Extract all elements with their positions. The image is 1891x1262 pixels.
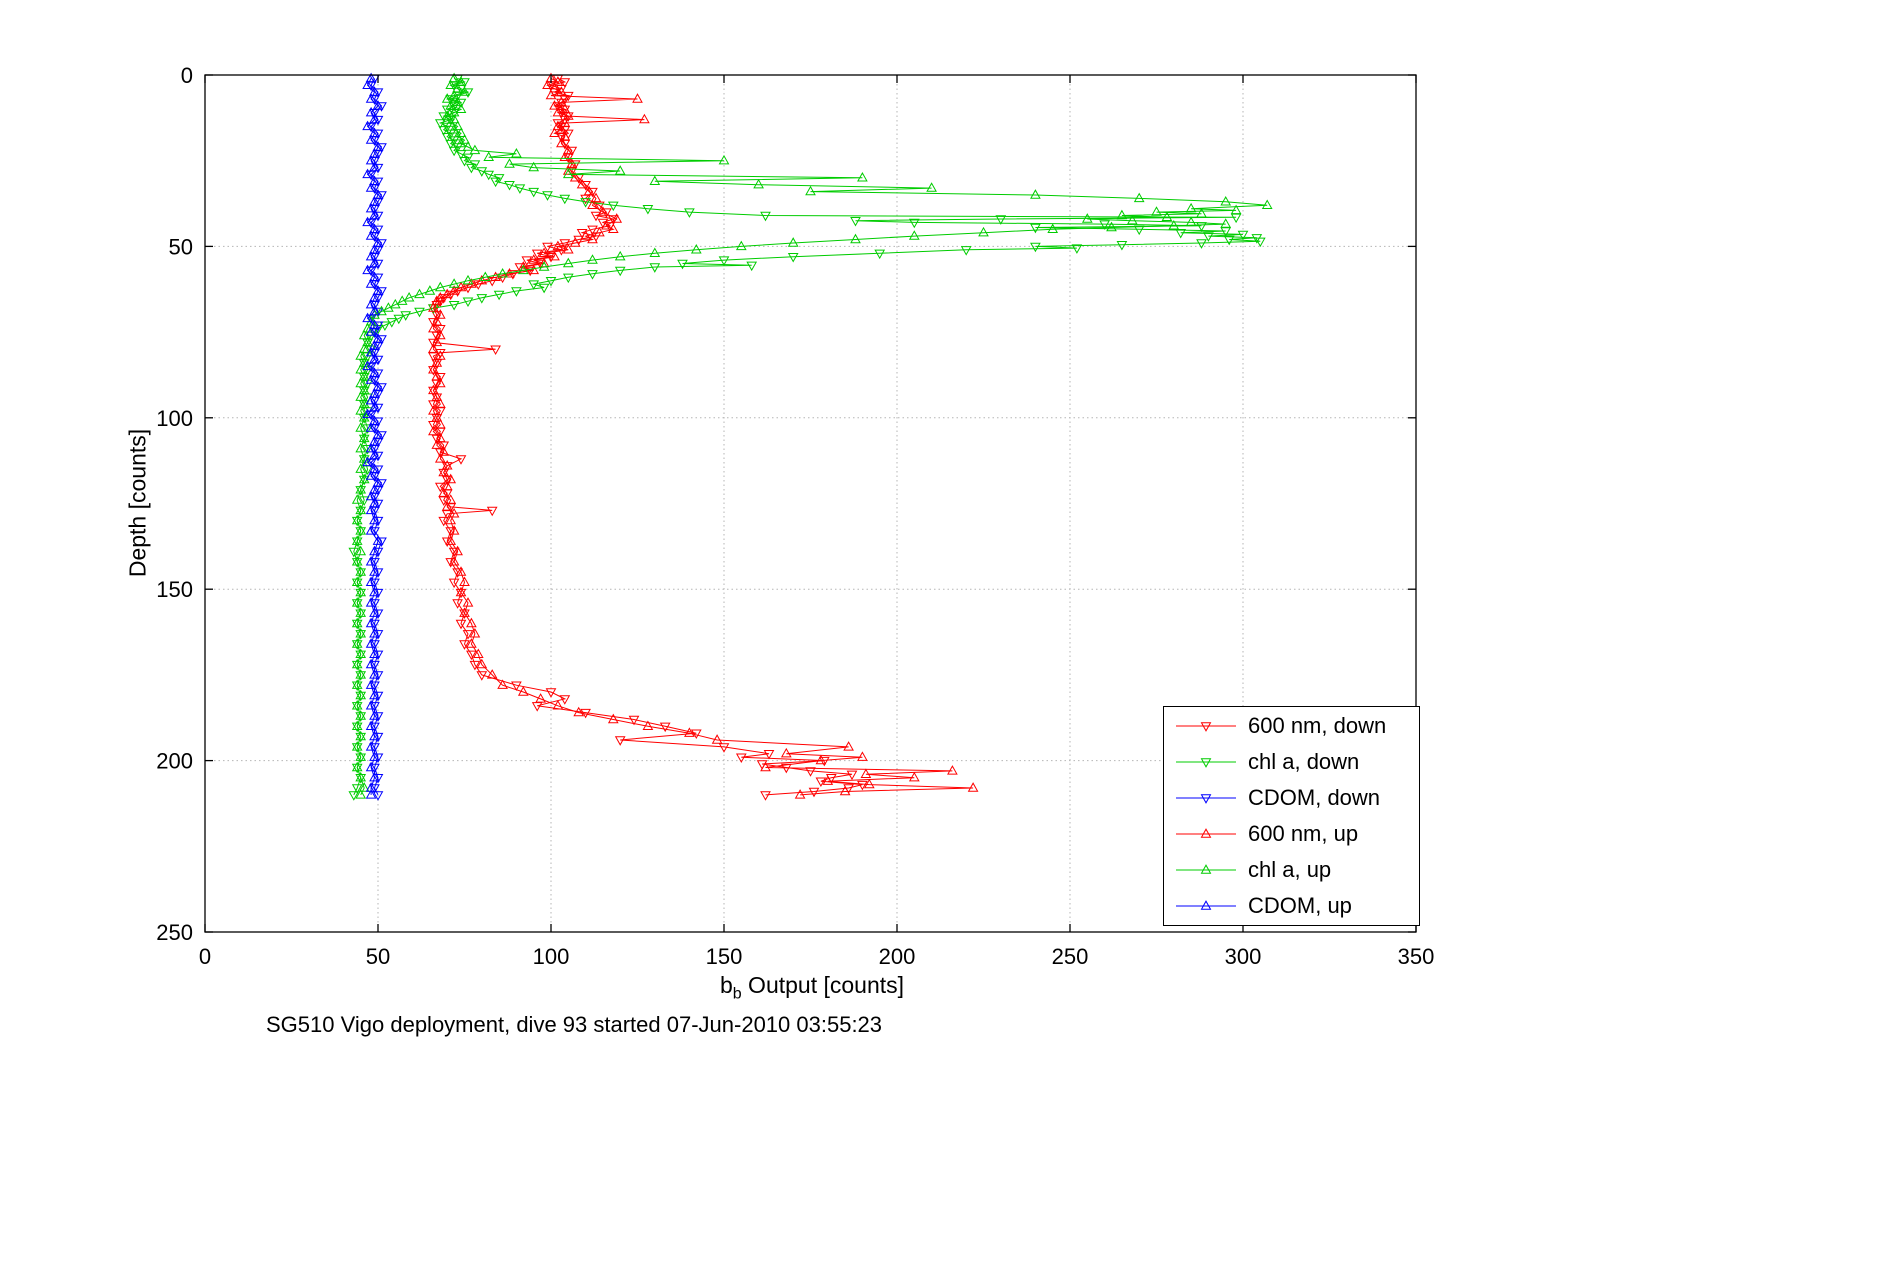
x-axis-label-subscript: b [732, 985, 742, 1003]
legend-marker-down-icon [1176, 758, 1236, 769]
y-tick-label: 200 [156, 749, 193, 774]
y-tick-label: 250 [156, 920, 193, 945]
legend-label: 600 nm, down [1248, 713, 1387, 739]
y-axis-label: Depth [counts] [124, 428, 151, 578]
legend-entry-4: chl a, up [1164, 853, 1419, 886]
series-line-4 [356, 77, 1268, 796]
legend-entry-0: 600 nm, down [1164, 710, 1419, 743]
legend-marker-down-icon [1176, 722, 1236, 733]
series-markers-3 [428, 72, 979, 799]
legend-marker-up-icon [1176, 899, 1236, 910]
x-tick-label: 250 [1052, 944, 1089, 969]
legend-entry-3: 600 nm, up [1164, 817, 1419, 850]
x-tick-label: 200 [879, 944, 916, 969]
x-axis-label: bb Output [counts] [720, 972, 904, 1004]
x-tick-label: 300 [1225, 944, 1262, 969]
x-axis-label-rest: Output [counts] [741, 972, 905, 998]
legend-marker-up-icon [1176, 863, 1236, 874]
x-tick-label: 100 [533, 944, 570, 969]
series-markers-1 [348, 74, 1266, 801]
legend-label: chl a, down [1248, 749, 1360, 775]
x-tick-label: 0 [199, 944, 211, 969]
legend-entry-5: CDOM, up [1164, 889, 1419, 922]
legend-label: CDOM, down [1248, 785, 1381, 811]
legend-marker-down-icon [1176, 794, 1236, 804]
legend: 600 nm, down chl a, down CDOM, down 600 nm,… [1163, 706, 1420, 926]
y-tick-label: 100 [156, 406, 193, 431]
x-tick-label: 150 [706, 944, 743, 969]
legend-entry-1: chl a, down [1164, 746, 1419, 779]
series-markers-5 [362, 72, 384, 799]
y-tick-label: 150 [156, 577, 193, 602]
legend-label: 600 nm, up [1248, 820, 1359, 846]
figure-caption: SG510 Vigo deployment, dive 93 started 0… [266, 1012, 883, 1037]
y-tick-label: 50 [169, 234, 193, 259]
x-tick-label: 350 [1398, 944, 1435, 969]
x-tick-label: 50 [366, 944, 390, 969]
axes-box [204, 74, 1417, 933]
x-axis-label-main: b [719, 972, 733, 998]
legend-marker-up-icon [1176, 828, 1236, 838]
series-markers-2 [365, 74, 387, 801]
y-tick-label: 0 [181, 63, 193, 88]
series-markers-4 [351, 72, 1273, 799]
legend-entry-2: CDOM, down [1164, 782, 1419, 815]
legend-label: chl a, up [1248, 856, 1332, 882]
legend-label: CDOM, up [1248, 892, 1352, 918]
